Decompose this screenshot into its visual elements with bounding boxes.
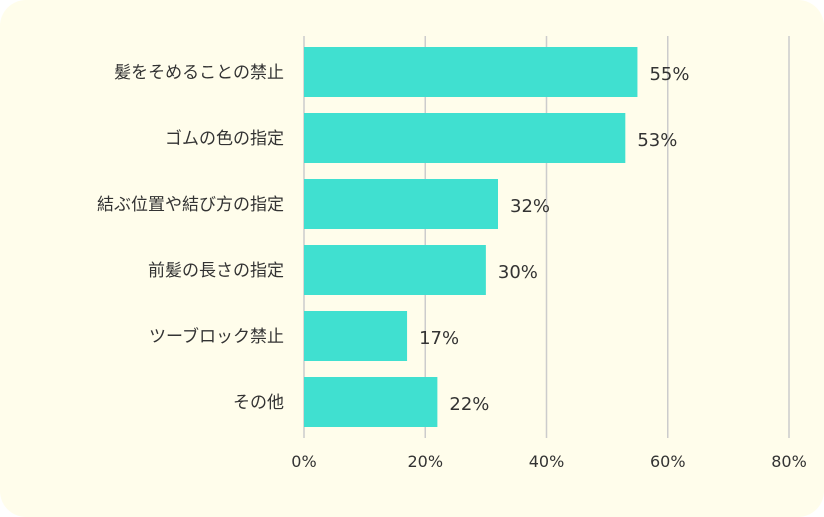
value-label: 55% xyxy=(649,64,689,85)
category-label: 前髪の長さの指定 xyxy=(148,261,284,281)
x-tick-label: 40% xyxy=(529,452,565,471)
x-tick-label: 60% xyxy=(650,452,686,471)
bar xyxy=(304,113,626,163)
grid-lines xyxy=(303,36,790,438)
category-label: その他 xyxy=(233,393,284,413)
bar xyxy=(304,47,638,97)
value-label: 32% xyxy=(510,196,550,217)
category-label: ツーブロック禁止 xyxy=(149,326,284,347)
x-tick-label: 20% xyxy=(407,452,443,471)
bar xyxy=(304,311,408,361)
value-labels: 55% 53% 32% 30% 17% 22% xyxy=(419,64,689,415)
bar xyxy=(304,179,498,229)
x-tick-label: 0% xyxy=(291,452,316,471)
x-tick-label: 80% xyxy=(771,452,807,471)
value-label: 30% xyxy=(498,262,538,283)
category-labels: 髪をそめることの禁止ゴムの色の指定結ぶ位置や結び方の指定前髪の長さの指定ツーブロ… xyxy=(97,63,284,413)
bar xyxy=(304,377,438,427)
category-label: 結ぶ位置や結び方の指定 xyxy=(97,195,284,215)
bars xyxy=(304,47,638,427)
bar xyxy=(304,245,486,295)
value-label: 17% xyxy=(419,328,459,349)
value-label: 22% xyxy=(449,394,489,415)
category-label: 髪をそめることの禁止 xyxy=(114,63,284,83)
category-label: ゴムの色の指定 xyxy=(165,128,284,149)
x-axis-ticks: 0% 20% 40% 60% 80% xyxy=(291,452,806,471)
value-label: 53% xyxy=(637,130,677,151)
